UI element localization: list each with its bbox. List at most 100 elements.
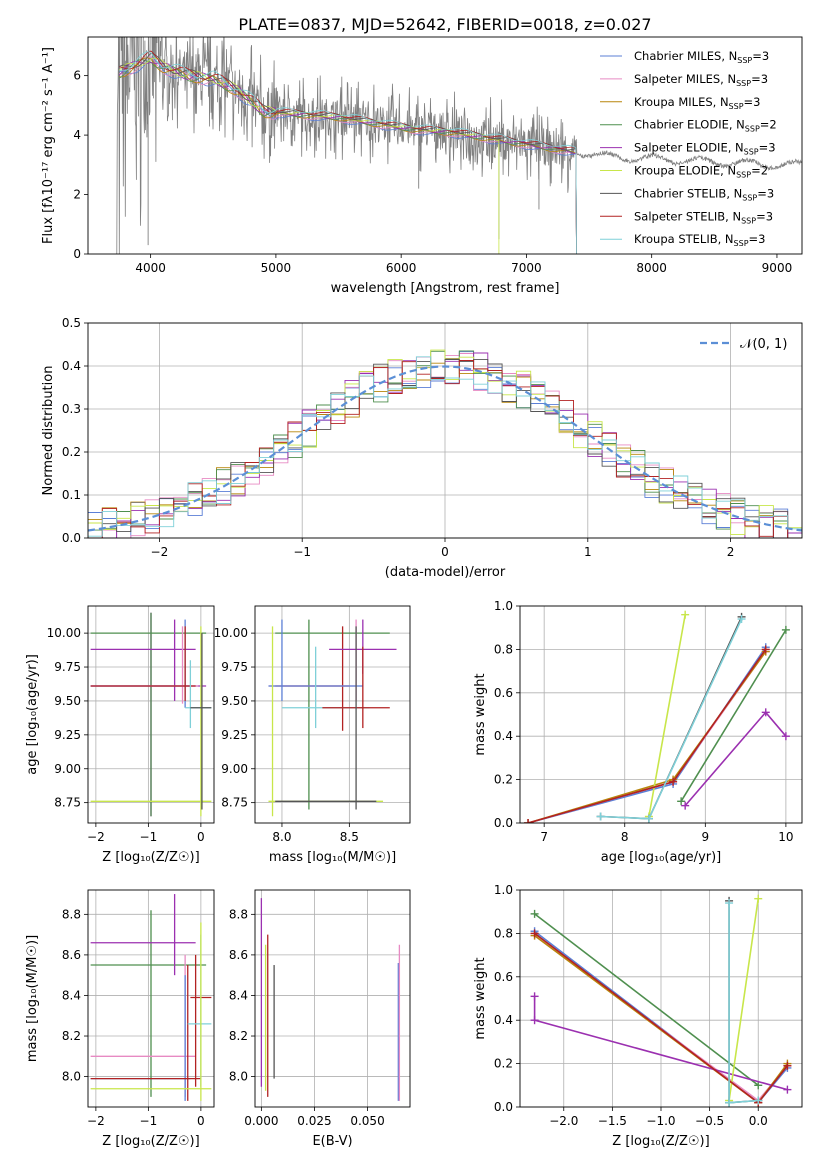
x-tick-label: 9000 [762,261,793,275]
spectrum-legend: Chabrier MILES, NSSP=3 Salpeter MILES, NS… [600,49,777,248]
legend-entry: Salpeter STELIB, NSSP=3 [634,209,773,225]
y-tick-label: 9.75 [221,660,248,674]
y-tick-label: 8.4 [62,988,81,1002]
x-tick-label: 2 [727,545,735,559]
age-vs-Z-marks [90,612,212,817]
x-tick-label: 7000 [511,261,542,275]
age-vs-Z-frame [87,605,215,824]
figure-title: PLATE=0837, MJD=52642, FIBERID=0018, z=0… [238,15,651,34]
series-point [677,797,686,806]
y-tick-label: 9.25 [221,728,248,742]
residuals-axes: −2 −1 0 1 2 0.0 0.1 0.2 0.3 0.4 0.5 (data-model)/er… [41,316,802,580]
reference-legend-label: 𝒩(0, 1) [740,337,787,352]
x-tick-label: 5000 [261,261,292,275]
weight-vs-age-plot [524,610,790,823]
legend-entry: Kroupa MILES, NSSP=3 [634,95,760,111]
residuals-xlabel: (data-model)/error [385,565,506,580]
mass-vs-EBV-plot [260,898,401,1101]
y-tick-label: 6 [73,69,81,83]
series-line-3 [534,913,759,1086]
spectrum-marks [116,37,802,254]
series-line-5 [648,614,686,817]
y-tick-label: 0.2 [494,1057,513,1071]
spectrum-xlabel: wavelength [Angstrom, rest frame] [331,281,560,296]
weight-vs-age-ylabel: mass weight [473,673,488,755]
series-line-6 [600,616,743,820]
legend-entry: Kroupa ELODIE, NSSP=2 [634,164,768,180]
series-point [681,610,690,619]
series-point [761,645,770,654]
y-tick-label: 0.6 [494,686,513,700]
y-tick-label: 0.5 [62,316,81,330]
y-tick-label: 8.6 [62,948,81,962]
series-point [783,1061,792,1070]
weight-vs-Z-frame [519,889,803,1108]
series-point [524,819,533,823]
age-vs-mass-axes: 8.0 8.5 8.75 9.00 9.25 9.50 9.75 10.00 mass [log… [214,606,410,865]
series-point [596,812,605,821]
y-tick-label: 8.8 [229,907,248,921]
series-point [530,929,539,938]
x-tick-label: 7 [540,830,548,844]
x-tick-label: 0.050 [350,1114,384,1128]
age-vs-mass-frame [254,605,411,824]
x-tick-label: 6000 [386,261,417,275]
y-tick-label: 1.0 [494,883,513,897]
spectrum-plot [116,37,802,254]
weight-vs-Z-ylabel: mass weight [473,957,488,1039]
series-point [781,625,790,634]
y-tick-label: 9.50 [221,694,248,708]
series-point [754,1096,763,1105]
residuals-marks [88,349,802,538]
y-tick-label: 8.2 [229,1029,248,1043]
model-spectrum-6 [119,52,577,254]
y-tick-label: 0.8 [494,926,513,940]
x-tick-label: 8.5 [340,830,359,844]
mass-vs-Z-frame [87,889,215,1108]
series-point [754,894,763,903]
y-tick-label: 0.0 [494,1100,513,1114]
legend-entry: Salpeter MILES, NSSP=3 [634,72,768,88]
x-tick-label: −1.5 [598,1114,627,1128]
y-tick-label: 8.75 [54,796,81,810]
y-tick-label: 2 [73,188,81,202]
residual-histogram-7 [88,360,802,538]
age-vs-Z-ylabel: age [log₁₀(age/yr)] [25,654,40,775]
x-tick-label: −1 [140,830,158,844]
series-point [725,899,734,908]
y-tick-label: 8.2 [62,1029,81,1043]
mass-vs-EBV-axes: 0.000 0.025 0.050 8.0 8.2 8.4 8.6 8.8 E(B-V) [229,890,410,1149]
x-tick-label: 0.0 [749,1114,768,1128]
y-tick-label: 10.00 [214,626,248,640]
mass-vs-Z-axes: −2 −1 0 8.0 8.2 8.4 8.6 8.8 Z [log₁₀(Z/Z☉)] mass … [25,890,214,1149]
series-point [681,801,690,810]
series-point [530,1016,539,1025]
model-spectrum-7 [119,50,577,254]
y-tick-label: 8.0 [229,1070,248,1084]
y-tick-label: 0.0 [494,816,513,830]
weight-vs-Z-axes: −2.0 −1.5 −1.0 −0.5 0.0 0.0 0.2 0.4 0.6 0.8 1.0 Z [… [473,883,802,1149]
y-tick-label: 8.75 [221,796,248,810]
weight-vs-age-xlabel: age [log₁₀(age/yr)] [601,850,722,865]
mass-vs-Z-plot [90,894,212,1101]
x-tick-label: 0 [441,545,449,559]
model-spectrum-5 [118,57,500,254]
residuals-plot [88,349,802,538]
series-line-5 [728,898,759,1101]
spectrum-ylabel: Flux [fλ10⁻¹⁷ erg cm⁻² s⁻¹ A⁻¹] [41,47,56,244]
x-tick-label: 8.0 [272,830,291,844]
y-tick-label: 10.00 [47,626,81,640]
y-tick-label: 0.6 [494,970,513,984]
x-tick-label: 8 [621,830,629,844]
legend-entry: Chabrier ELODIE, NSSP=2 [634,118,777,134]
y-tick-label: 0.1 [62,488,81,502]
age-vs-mass-plot [268,619,397,817]
y-tick-label: 8.6 [229,948,248,962]
mass-vs-Z-ylabel: mass [log₁₀(M/M☉)] [25,935,40,1062]
x-tick-label: 1 [584,545,592,559]
residual-histogram-6 [88,358,802,538]
x-tick-label: −0.5 [695,1114,724,1128]
y-tick-label: 0.4 [494,729,513,743]
mass-vs-EBV-xlabel: E(B-V) [312,1134,352,1149]
